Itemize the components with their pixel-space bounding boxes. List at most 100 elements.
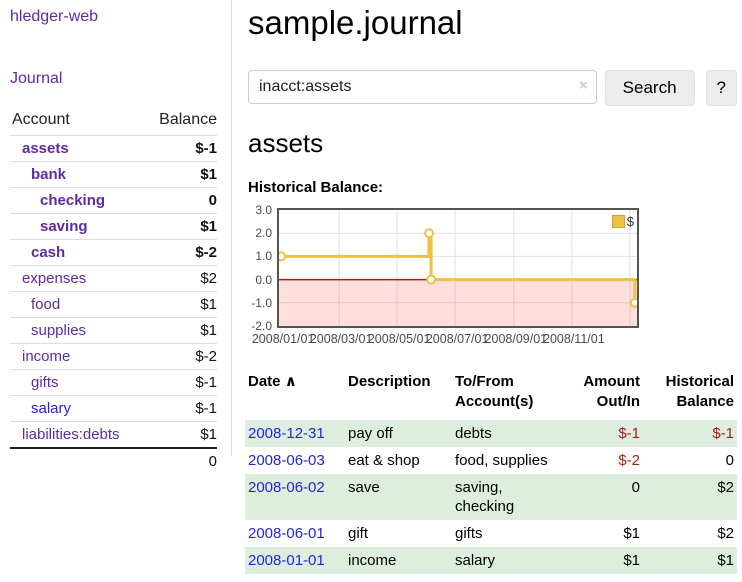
transaction-date-link[interactable]: 2008-06-01 [248,525,325,542]
accounts-col-header-account: Account [12,111,70,128]
account-row: checking 0 [10,187,217,214]
legend-label: $ [626,214,634,229]
register-row: 2008-06-01 gift gifts $1 $2 [245,520,737,547]
search-input[interactable] [248,70,597,104]
transaction-date-link[interactable]: 2008-01-01 [248,552,325,569]
transaction-description: pay off [345,420,452,447]
account-row: liabilities:debts $1 [10,421,217,448]
transaction-balance: 0 [725,452,734,469]
account-row: expenses $2 [10,265,217,292]
account-link[interactable]: bank [31,166,67,183]
account-balance: $-1 [143,395,217,422]
transaction-date-link[interactable]: 2008-12-31 [248,425,325,442]
account-balance: $1 [143,161,217,188]
register-col-header-description: Description [348,373,431,390]
transaction-description: gift [348,525,369,542]
register-table: Date ∧ Description To/From Account(s) Am… [245,370,737,574]
y-tick-label: -1.0 [251,295,272,310]
account-row: gifts $-1 [10,369,217,396]
x-tick-label: 2008/11/01 [543,332,605,346]
accounts-col-header-balance: Balance [159,111,217,128]
chart-legend: $ [611,214,634,229]
account-balance: $-1 [143,369,217,396]
transaction-date-link[interactable]: 2008-06-02 [248,479,325,496]
account-balance: $1 [143,213,217,240]
account-link[interactable]: liabilities:debts [22,426,120,443]
accounts-table-body: assets $-1 bank $1 checking 0 saving $1 … [10,135,217,448]
account-row: cash $-2 [10,239,217,266]
y-tick-label: 3.0 [255,203,272,217]
transaction-accounts: debts [452,420,564,447]
y-tick-label: 0.0 [255,272,272,287]
transaction-accounts: gifts [455,525,483,542]
y-tick-label: 2.0 [255,226,272,241]
transaction-accounts: salary [452,547,564,574]
clear-search-icon[interactable]: × [578,77,588,94]
account-link[interactable]: checking [40,192,106,209]
account-link[interactable]: salary [31,400,72,417]
register-col-header-accounts: To/From Account(s) [455,373,534,410]
accounts-table: Account Balance assets $-1 bank $1 check… [10,108,217,474]
register-col-header-balance: Historical Balance [665,373,734,410]
transaction-amount: $1 [564,547,643,574]
transaction-amount: 0 [564,474,643,520]
account-row: assets $-1 [10,135,217,162]
account-link[interactable]: income [22,348,71,365]
accounts-total-row: 0 [10,447,217,474]
account-link[interactable]: supplies [31,322,87,339]
account-balance: $2 [143,265,217,292]
x-tick-label: 2008/01/01 [251,332,315,346]
historical-balance-chart: 3.0 2.0 1.0 0.0 -1.0 -2.0 $ 2008/01/01 2008/03… [244,203,737,350]
transaction-balance: $2 [643,474,737,520]
account-link[interactable]: gifts [31,374,59,391]
account-link[interactable]: assets [22,140,69,157]
account-balance: $1 [143,291,217,318]
account-link[interactable]: food [31,296,61,313]
transaction-amount: $1 [623,525,640,542]
sidebar-item-journal[interactable]: Journal [10,70,63,87]
app-title-link[interactable]: hledger-web [10,8,99,25]
account-balance: $-2 [143,343,217,370]
x-tick-label: 2008/05/01 [367,332,431,346]
register-row: 2008-12-31 pay off debts $-1 $-1 [245,420,737,447]
transaction-accounts: food, supplies [455,452,548,469]
account-row: income $-2 [10,343,217,370]
account-balance: 0 [143,187,217,214]
account-row: supplies $1 [10,317,217,344]
register-col-header-date: Date ∧ [248,373,297,390]
search-button[interactable]: Search [604,70,695,106]
sort-asc-icon: ∧ [284,373,297,390]
balance-chart-plot: $ [277,208,639,328]
transaction-balance: $2 [717,525,734,542]
account-row: food $1 [10,291,217,318]
account-link[interactable]: cash [31,244,66,261]
page-title: sample.journal [248,4,463,41]
transaction-description: eat & shop [348,452,420,469]
accounts-total-balance: 0 [143,447,217,474]
chart-y-axis-labels: 3.0 2.0 1.0 0.0 -1.0 -2.0 [244,203,272,333]
main-content: sample.journal × Search ? assets Histori… [232,0,742,574]
legend-swatch-icon [611,215,625,228]
y-tick-label: 1.0 [255,249,272,264]
account-balance: $-1 [143,135,217,162]
x-tick-label: 2008/09/01 [484,332,548,346]
transaction-date-link[interactable]: 2008-06-03 [248,452,325,469]
transaction-description: save [345,474,452,520]
account-heading: assets [248,128,324,158]
register-row: 2008-01-01 income salary $1 $1 [245,547,737,574]
account-balance: $1 [143,421,217,448]
transaction-amount: $-2 [618,452,640,469]
transaction-balance: $1 [643,547,737,574]
register-table-body: 2008-12-31 pay off debts $-1 $-1 2008-06… [245,420,737,574]
register-row: 2008-06-03 eat & shop food, supplies $-2… [245,447,737,474]
account-link[interactable]: expenses [22,270,87,287]
account-row: bank $1 [10,161,217,188]
register-row: 2008-06-02 save saving, checking 0 $2 [245,474,737,520]
chart-title: Historical Balance: [248,179,384,196]
account-link[interactable]: saving [40,218,88,235]
transaction-accounts: saving, checking [452,474,564,520]
help-button[interactable]: ? [705,70,737,106]
x-tick-label: 2008/03/01 [309,332,373,346]
transaction-balance: $-1 [643,420,737,447]
